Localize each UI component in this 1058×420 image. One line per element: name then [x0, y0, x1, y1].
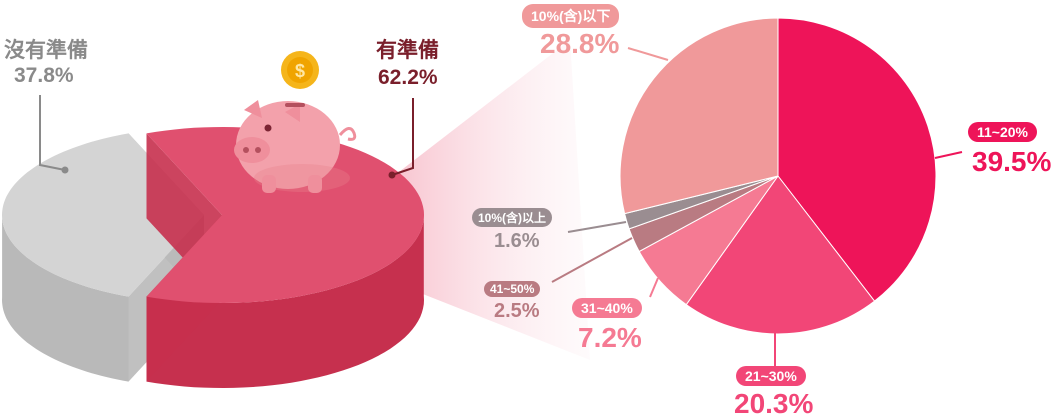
leader-lines [39, 47, 963, 372]
leader-31-40 [649, 277, 659, 298]
label-21-30-value: 20.3% [734, 388, 814, 419]
label-under10-value: 28.8% [540, 28, 620, 59]
label-41-50-name: 41~50% [484, 280, 541, 298]
leader-41-50 [551, 237, 633, 283]
label-31-40-name: 31~40% [572, 298, 642, 318]
slice-prepared-side [146, 210, 424, 388]
label-21-30-name: 21~30% [736, 366, 806, 386]
label-over10-name: 10%(含)以上 [472, 208, 553, 227]
label-over10-value: 1.6% [494, 230, 540, 252]
label-prepared-value: 62.2% [378, 66, 438, 89]
label-prepared-name: 有準備 [376, 39, 439, 62]
leader-under10 [627, 47, 669, 61]
leader-prepared [391, 98, 414, 176]
slice-unprepared-side [2, 212, 129, 382]
label-11-20-value: 39.5% [972, 146, 1052, 177]
label-41-50-value: 2.5% [494, 300, 540, 322]
zoom-connector [395, 40, 590, 360]
leader-unprepared [39, 95, 66, 171]
piggy-bank-icon [234, 100, 357, 193]
leader-11-20 [934, 151, 963, 159]
label-unprepared-name: 沒有準備 [4, 39, 88, 62]
label-under10-name: 10%(含)以下 [522, 4, 620, 28]
pie-slice-5 [619, 17, 779, 215]
dollar-coin-icon: $ [281, 51, 319, 89]
leader-over10 [567, 221, 627, 233]
svg-text:$: $ [295, 61, 305, 81]
pie-breakdown-group [619, 17, 937, 335]
slice-prepared-top [146, 127, 424, 303]
label-unprepared-value: 37.8% [14, 64, 74, 87]
pie-slice-1 [685, 175, 876, 335]
label-11-20-name: 11~20% [968, 122, 1037, 142]
pie-slice-0 [777, 17, 937, 302]
pie-3d-group [2, 127, 424, 388]
label-31-40-value: 7.2% [578, 322, 642, 353]
